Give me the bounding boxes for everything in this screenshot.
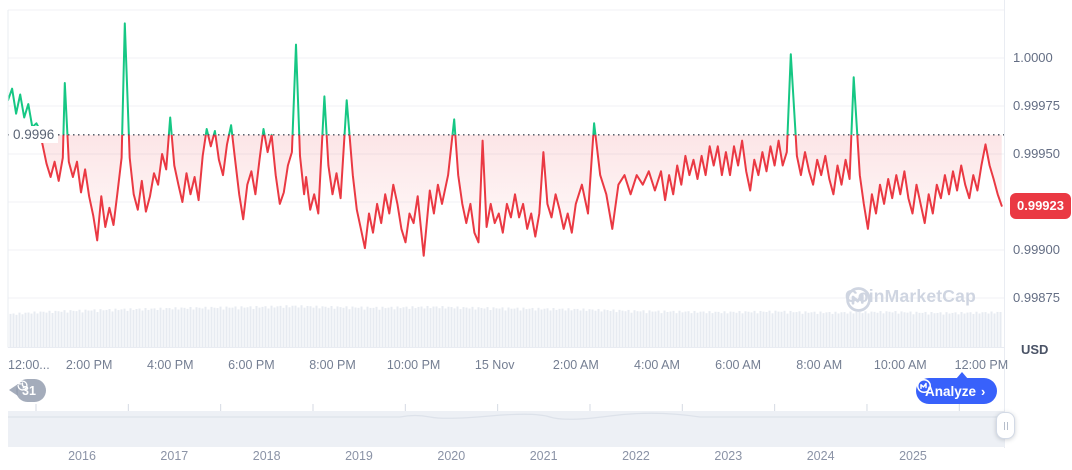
history-count-badge[interactable]: 31 (9, 379, 46, 402)
analyze-button-label: Analyze (925, 383, 977, 399)
current-price-badge: 0.99923 (1010, 192, 1071, 219)
timeline-year-label[interactable]: 2016 (68, 449, 96, 463)
y-axis-label: 0.99900 (1013, 242, 1060, 257)
y-axis-label: 0.99975 (1013, 98, 1060, 113)
x-axis-label: 12:00... (8, 358, 50, 372)
timeline-year-label[interactable]: 2023 (714, 449, 743, 463)
timeline-year-label[interactable]: 2024 (806, 449, 835, 463)
x-axis-label: 8:00 AM (796, 358, 843, 372)
analyze-button[interactable]: Analyze › (916, 372, 998, 404)
timeline-scrubber-handle[interactable] (996, 412, 1015, 439)
history-clock-icon (17, 380, 28, 391)
history-count-value: 31 (22, 383, 36, 398)
timeline-year-label[interactable]: 2025 (899, 449, 927, 463)
currency-label: USD (1021, 342, 1049, 357)
chevron-right-icon: › (981, 383, 986, 399)
timeline-year-label[interactable]: 2022 (622, 449, 650, 463)
watermark-text: CoinMarketCap (845, 286, 976, 306)
x-axis-label: 2:00 PM (65, 358, 113, 372)
coinmarketcap-watermark: CoinMarketCap (845, 286, 976, 312)
x-axis-label: 6:00 PM (228, 358, 275, 372)
timeline-year-label[interactable]: 2018 (252, 449, 281, 463)
timeline-year-label[interactable]: 2019 (345, 449, 373, 463)
x-axis-label: 12:00 PM (954, 358, 1009, 372)
coinmarketcap-logo-icon (846, 287, 871, 312)
y-axis-label: 0.99875 (1013, 290, 1060, 305)
timeline-year-label[interactable]: 2017 (160, 449, 189, 463)
x-axis-label: 10:00 PM (386, 358, 441, 372)
y-axis-label: 0.99950 (1013, 146, 1060, 161)
x-axis-label: 4:00 PM (146, 358, 194, 372)
threshold-price-label: 0.9996 (9, 125, 59, 143)
x-axis-label: 4:00 AM (634, 358, 680, 372)
x-axis-label: 6:00 AM (715, 358, 762, 372)
x-axis-label: 10:00 AM (873, 358, 927, 372)
timeline-year-label[interactable]: 2021 (529, 449, 558, 463)
y-axis-label: 1.0000 (1013, 50, 1053, 65)
analyze-cmc-logo-icon (917, 379, 931, 393)
x-axis-label: 8:00 PM (309, 358, 356, 372)
x-axis-label: 15 Nov (474, 358, 515, 372)
x-axis-label: 2:00 AM (552, 358, 599, 372)
timeline-year-label[interactable]: 2020 (437, 449, 466, 463)
